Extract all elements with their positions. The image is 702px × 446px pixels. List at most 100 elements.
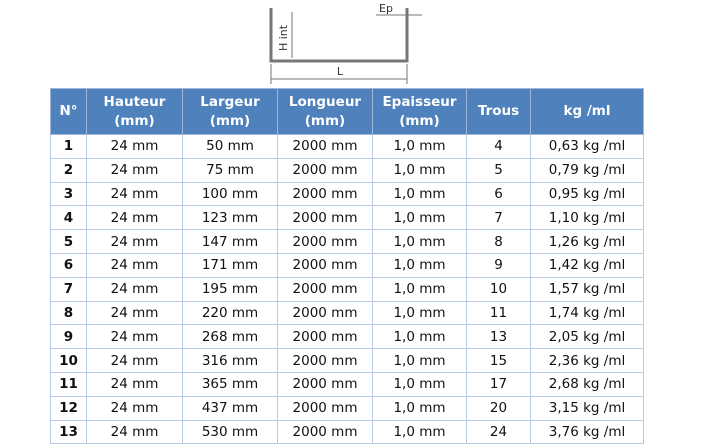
table-cell: 1,26 kg /ml [530, 229, 644, 254]
table-cell: 2000 mm [277, 324, 373, 350]
header-text: (mm) [114, 112, 155, 129]
table-cell: 1,0 mm [372, 371, 467, 397]
table-cell: 75 mm [182, 157, 278, 183]
table-cell: 365 mm [182, 371, 278, 397]
table-cell: 50 mm [182, 134, 278, 159]
table-cell: 6 [466, 181, 531, 207]
table-cell: 123 mm [182, 205, 278, 231]
row-number: 8 [50, 300, 87, 326]
table-row: 10 24 mm 316 mm 2000 mm 1,0 mm 15 2,36 kg /ml [50, 348, 644, 373]
table-cell: 24 mm [86, 276, 183, 302]
header-text: (mm) [399, 112, 440, 129]
table-row: 13 24 mm 530 mm 2000 mm 1,0 mm 24 3,76 kg /ml [50, 419, 644, 445]
table-cell: 1,0 mm [372, 419, 467, 445]
header-cell: Longueur (mm) [277, 88, 373, 135]
table-cell: 268 mm [182, 324, 278, 350]
table-cell: 0,95 kg /ml [530, 181, 644, 207]
table-row: 2 24 mm 75 mm 2000 mm 1,0 mm 5 0,79 kg /ml [50, 157, 644, 183]
table-cell: 24 mm [86, 181, 183, 207]
row-number: 12 [50, 395, 87, 421]
table-cell: 2,68 kg /ml [530, 371, 644, 397]
row-number: 13 [50, 419, 87, 445]
table-cell: 3,15 kg /ml [530, 395, 644, 421]
table-cell: 195 mm [182, 276, 278, 302]
table-cell: 2000 mm [277, 134, 373, 159]
table-cell: 100 mm [182, 181, 278, 207]
table-row: 12 24 mm 437 mm 2000 mm 1,0 mm 20 3,15 kg /ml [50, 395, 644, 421]
table-cell: 24 mm [86, 348, 183, 373]
row-number: 9 [50, 324, 87, 350]
header-text: Epaisseur [382, 93, 457, 110]
table-cell: 1,10 kg /ml [530, 205, 644, 231]
table-cell: 1,0 mm [372, 229, 467, 254]
row-number: 7 [50, 276, 87, 302]
table-cell: 2,05 kg /ml [530, 324, 644, 350]
row-number: 11 [50, 371, 87, 397]
table-cell: 1,0 mm [372, 348, 467, 373]
row-number: 10 [50, 348, 87, 373]
table-cell: 4 [466, 134, 531, 159]
table-cell: 2000 mm [277, 395, 373, 421]
table-cell: 1,0 mm [372, 134, 467, 159]
table-cell: 20 [466, 395, 531, 421]
table-row: 5 24 mm 147 mm 2000 mm 1,0 mm 8 1,26 kg /ml [50, 229, 644, 254]
table-row: 3 24 mm 100 mm 2000 mm 1,0 mm 6 0,95 kg /ml [50, 181, 644, 207]
table-cell: 24 mm [86, 205, 183, 231]
table-cell: 2000 mm [277, 181, 373, 207]
table-cell: 9 [466, 252, 531, 278]
header-cell: Largeur (mm) [182, 88, 278, 135]
table-cell: 1,42 kg /ml [530, 252, 644, 278]
table-cell: 17 [466, 371, 531, 397]
header-text: Hauteur [103, 93, 166, 110]
table-cell: 1,0 mm [372, 205, 467, 231]
table-cell: 10 [466, 276, 531, 302]
channel-profile [269, 8, 409, 63]
table-cell: 5 [466, 157, 531, 183]
row-number: 4 [50, 205, 87, 231]
length-label: L [337, 65, 344, 78]
header-text: kg /ml [563, 103, 611, 119]
profile-table: N° Hauteur (mm) Largeur (mm) Longueur (mm) Epai… [50, 88, 644, 445]
table-cell: 316 mm [182, 348, 278, 373]
table-cell: 1,74 kg /ml [530, 300, 644, 326]
table-cell: 24 mm [86, 134, 183, 159]
table-cell: 24 [466, 419, 531, 445]
table-cell: 0,63 kg /ml [530, 134, 644, 159]
table-cell: 1,0 mm [372, 300, 467, 326]
table-cell: 2000 mm [277, 229, 373, 254]
table-cell: 1,0 mm [372, 324, 467, 350]
table-cell: 2000 mm [277, 157, 373, 183]
table-row: 1 24 mm 50 mm 2000 mm 1,0 mm 4 0,63 kg /ml [50, 134, 644, 159]
table-cell: 8 [466, 229, 531, 254]
header-cell: Epaisseur (mm) [372, 88, 467, 135]
table-cell: 1,0 mm [372, 395, 467, 421]
table-cell: 437 mm [182, 395, 278, 421]
header-text: N° [59, 103, 78, 119]
table-cell: 530 mm [182, 419, 278, 445]
table-cell: 1,0 mm [372, 276, 467, 302]
row-number: 5 [50, 229, 87, 254]
table-cell: 24 mm [86, 324, 183, 350]
header-text: Largeur [200, 93, 260, 110]
table-cell: 1,0 mm [372, 157, 467, 183]
channel-diagram: H int L Ep [269, 2, 422, 84]
table-cell: 13 [466, 324, 531, 350]
table-cell: 15 [466, 348, 531, 373]
table-cell: 24 mm [86, 300, 183, 326]
header-row: N° Hauteur (mm) Largeur (mm) Longueur (mm) Epai… [50, 88, 644, 135]
header-text: Longueur [288, 93, 362, 110]
header-cell: Hauteur (mm) [86, 88, 183, 135]
table-cell: 24 mm [86, 419, 183, 445]
table-cell: 7 [466, 205, 531, 231]
row-number: 3 [50, 181, 87, 207]
table-row: 7 24 mm 195 mm 2000 mm 1,0 mm 10 1,57 kg /ml [50, 276, 644, 302]
table-cell: 24 mm [86, 371, 183, 397]
header-text: (mm) [209, 112, 251, 129]
header-text: Trous [477, 103, 520, 119]
header-cell: N° [50, 88, 87, 135]
table-cell: 1,0 mm [372, 181, 467, 207]
table-cell: 2000 mm [277, 419, 373, 445]
table-cell: 2000 mm [277, 252, 373, 278]
table-cell: 2,36 kg /ml [530, 348, 644, 373]
